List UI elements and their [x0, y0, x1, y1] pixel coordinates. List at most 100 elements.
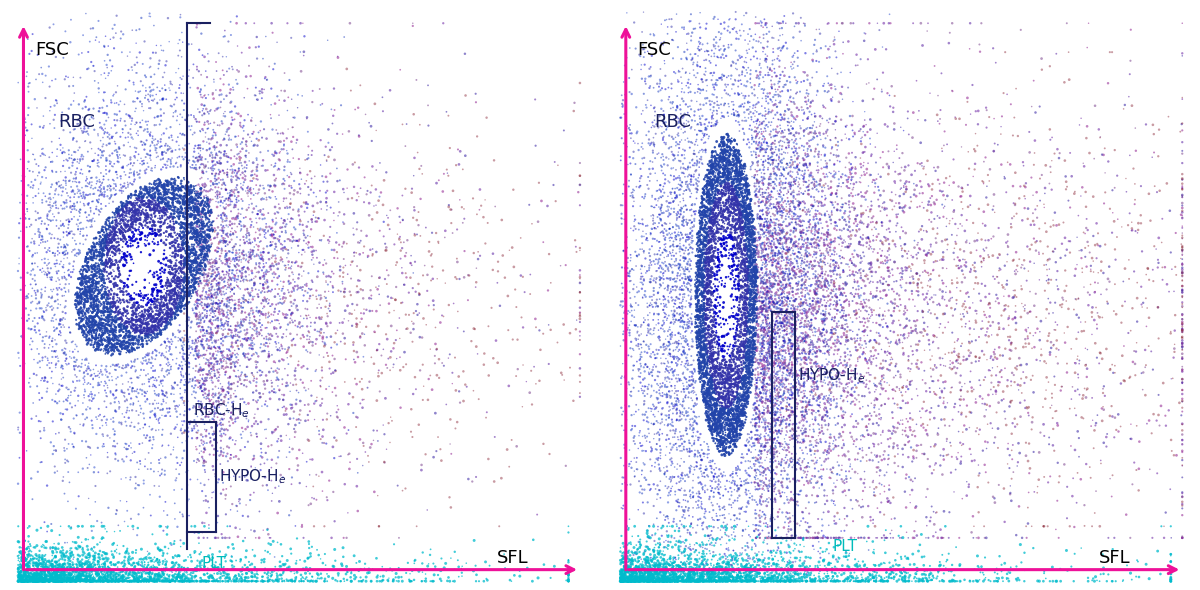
Point	[1172, 324, 1192, 334]
Point	[688, 258, 707, 268]
Point	[823, 380, 842, 389]
Point	[35, 219, 54, 228]
Point	[84, 342, 103, 352]
Point	[186, 186, 205, 196]
Point	[722, 445, 742, 455]
Point	[134, 310, 154, 319]
Point	[176, 289, 196, 299]
Point	[250, 188, 269, 197]
Point	[738, 322, 757, 332]
Point	[727, 435, 746, 444]
Point	[1012, 558, 1031, 567]
Point	[1133, 302, 1152, 312]
Point	[52, 572, 71, 582]
Point	[83, 569, 102, 579]
Point	[730, 573, 749, 582]
Point	[712, 342, 731, 351]
Point	[191, 140, 210, 150]
Point	[839, 335, 858, 345]
Point	[811, 435, 830, 444]
Point	[738, 313, 757, 322]
Point	[265, 566, 284, 575]
Point	[704, 172, 724, 181]
Point	[842, 258, 862, 268]
Point	[792, 250, 811, 260]
Point	[640, 559, 659, 569]
Point	[158, 312, 178, 322]
Point	[629, 386, 648, 396]
Point	[378, 292, 397, 301]
Point	[758, 576, 778, 586]
Point	[199, 163, 218, 173]
Point	[736, 262, 755, 271]
Point	[88, 568, 107, 578]
Point	[780, 572, 799, 581]
Point	[190, 261, 209, 270]
Point	[194, 283, 214, 293]
Point	[689, 342, 708, 352]
Point	[644, 419, 664, 428]
Point	[133, 192, 152, 202]
Point	[712, 281, 731, 290]
Point	[752, 356, 772, 365]
Point	[208, 202, 227, 212]
Point	[1172, 446, 1192, 455]
Point	[338, 450, 358, 460]
Point	[66, 371, 85, 380]
Point	[20, 558, 40, 568]
Point	[156, 565, 175, 575]
Point	[108, 231, 127, 241]
Point	[761, 369, 780, 379]
Point	[650, 389, 670, 398]
Point	[738, 98, 757, 107]
Point	[22, 565, 41, 574]
Point	[620, 288, 640, 297]
Point	[110, 576, 130, 586]
Point	[716, 391, 736, 401]
Point	[182, 251, 202, 261]
Point	[146, 302, 166, 312]
Point	[1172, 268, 1192, 278]
Point	[794, 264, 814, 274]
Point	[36, 576, 55, 586]
Point	[761, 199, 780, 208]
Point	[686, 538, 706, 548]
Point	[257, 338, 276, 348]
Point	[43, 562, 62, 571]
Point	[47, 559, 66, 568]
Point	[870, 471, 889, 480]
Point	[319, 152, 338, 162]
Point	[758, 195, 778, 204]
Point	[768, 384, 787, 394]
Point	[228, 322, 247, 331]
Point	[786, 378, 805, 388]
Point	[103, 343, 122, 352]
Point	[713, 155, 732, 164]
Point	[613, 565, 632, 575]
Point	[703, 401, 722, 411]
Point	[185, 573, 204, 582]
Point	[803, 96, 822, 106]
Point	[178, 259, 197, 268]
Point	[632, 568, 652, 578]
Point	[782, 339, 802, 349]
Point	[653, 570, 672, 579]
Point	[614, 565, 634, 575]
Point	[772, 262, 791, 271]
Point	[138, 215, 157, 224]
Point	[702, 378, 721, 388]
Point	[239, 263, 258, 272]
Point	[632, 232, 652, 241]
Point	[727, 177, 746, 186]
Point	[222, 268, 241, 278]
Point	[853, 513, 872, 522]
Point	[622, 133, 641, 143]
Point	[84, 270, 103, 279]
Point	[666, 576, 685, 586]
Point	[756, 576, 775, 586]
Point	[278, 157, 298, 166]
Point	[1068, 260, 1087, 270]
Point	[226, 255, 245, 264]
Point	[722, 434, 742, 444]
Point	[679, 576, 698, 586]
